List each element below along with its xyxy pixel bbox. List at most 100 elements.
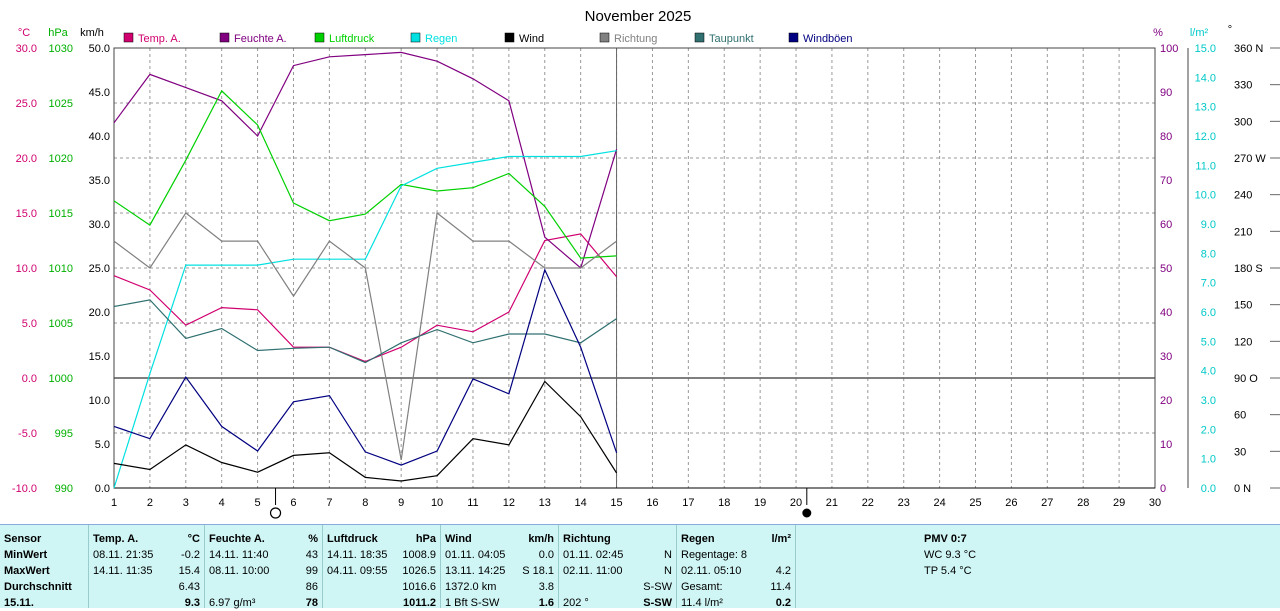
x-tick: 28: [1077, 497, 1089, 509]
rain-unit-label: l/m²: [1190, 27, 1209, 39]
x-tick: 5: [255, 497, 261, 509]
label-sensor: Sensor: [4, 533, 42, 545]
x-tick: 16: [646, 497, 658, 509]
temp-tick: 10.0: [16, 263, 37, 275]
pressure-tick: 1000: [49, 373, 73, 385]
direction-tick: 90 O: [1234, 373, 1258, 385]
series-line-feuchte-a: [113, 51, 618, 270]
rain-tick: 1.0: [1201, 454, 1216, 466]
x-tick: 8: [362, 497, 368, 509]
legend-label: Luftdruck: [329, 33, 375, 45]
series-line-richtung: [113, 211, 617, 461]
wind-min-time: 01.11. 04:05: [445, 549, 506, 561]
wind-tick: 45.0: [89, 87, 110, 99]
x-tick: 17: [682, 497, 694, 509]
legend-swatch: [694, 32, 705, 43]
temp-tick: 20.0: [16, 153, 37, 165]
humidity-min-time: 14.11. 11:40: [209, 549, 269, 561]
x-tick: 29: [1113, 497, 1125, 509]
legend-swatch: [788, 32, 799, 43]
pressure-tick: 1015: [49, 208, 73, 220]
humidity-tick: 50: [1160, 263, 1172, 275]
direction-avg: S-SW: [643, 581, 672, 593]
direction-tick: 240: [1234, 190, 1252, 202]
rain-max: 4.2: [775, 565, 791, 577]
humidity-tick: 30: [1160, 351, 1172, 363]
pmv-column: PMV 0:7 WC 9.3 °C TP 5.4 °C: [796, 525, 1280, 608]
rain-today: 0.2: [775, 597, 791, 609]
humidity-tick: 90: [1160, 87, 1172, 99]
summary-table: Sensor MinWert MaxWert Durchschnitt 15.1…: [0, 524, 1280, 609]
x-tick: 6: [290, 497, 296, 509]
rain-tick: 12.0: [1195, 131, 1216, 143]
pressure-unit: hPa: [415, 533, 436, 545]
x-tick: 25: [969, 497, 981, 509]
x-tick: 4: [219, 497, 225, 509]
x-tick: 1: [111, 497, 117, 509]
temp-tick: 15.0: [16, 208, 37, 220]
pressure-tick: 1005: [49, 318, 73, 330]
row-labels-column: Sensor MinWert MaxWert Durchschnitt 15.1…: [0, 525, 89, 609]
rain-tick: 5.0: [1201, 336, 1216, 348]
wind-tick: 10.0: [89, 395, 110, 407]
legend-swatch: [314, 32, 325, 43]
pressure-head: Luftdruck: [327, 533, 378, 545]
last-quarter-moon-icon: [802, 508, 812, 518]
rain-column: Regen l/m² Regentage: 8 02.11. 05:10 4.2 G…: [677, 525, 796, 609]
x-tick: 21: [826, 497, 838, 509]
rain-tick: 10.0: [1195, 190, 1216, 202]
wind-tick: 25.0: [89, 263, 110, 275]
humidity-tick: 70: [1160, 175, 1172, 187]
label-minwert: MinWert: [4, 549, 48, 561]
humidity-tick: 0: [1160, 483, 1166, 495]
x-tick: 7: [326, 497, 332, 509]
temp-max: 15.4: [178, 565, 200, 577]
rain-tick: 3.0: [1201, 395, 1216, 407]
humidity-tick: 20: [1160, 395, 1172, 407]
temp-max-time: 14.11. 11:35: [93, 565, 153, 577]
pmv-wc: WC 9.3 °C: [924, 549, 977, 561]
series-line-windböen: [113, 268, 618, 466]
pressure-today: 1011.2: [402, 597, 436, 609]
rain-total: 11.4: [770, 581, 791, 593]
pressure-tick: 990: [55, 483, 73, 495]
temp-tick: 30.0: [16, 43, 37, 55]
humidity-today: 78: [305, 597, 318, 609]
wind-tick: 50.0: [89, 43, 110, 55]
temp-min: -0.2: [181, 549, 200, 561]
direction-today: S-SW: [643, 597, 672, 609]
x-tick: 18: [718, 497, 730, 509]
wind-avg: 3.8: [538, 581, 554, 593]
pressure-tick: 1010: [49, 263, 73, 275]
rain-tick: 8.0: [1201, 248, 1216, 260]
temp-tick: -10.0: [12, 483, 37, 495]
axes: °C hPa km/h% l/m² °30.025.020.015.010.05.00.…: [12, 24, 1280, 509]
direction-tick: 60: [1234, 410, 1246, 422]
legend: Temp. A. Feuchte A. Luftdruck Regen Wind Rich…: [123, 32, 853, 45]
rain-days: Regentage: 8: [681, 549, 748, 561]
direction-tick: 300: [1234, 116, 1252, 128]
legend-label: Feuchte A.: [234, 33, 287, 45]
rain-tick: 6.0: [1201, 307, 1216, 319]
x-tick: 23: [898, 497, 910, 509]
humidity-tick: 100: [1160, 43, 1178, 55]
legend-swatch: [123, 32, 134, 43]
pressure-avg: 1016.6: [402, 581, 436, 593]
temp-tick: 25.0: [16, 98, 37, 110]
rain-tick: 9.0: [1201, 219, 1216, 231]
temp-unit: °C: [187, 533, 200, 545]
humidity-tick: 80: [1160, 131, 1172, 143]
direction-tick: 120: [1234, 336, 1252, 348]
direction-degrees: 202 °: [563, 597, 589, 609]
x-tick: 22: [862, 497, 874, 509]
rain-tick: 2.0: [1201, 424, 1216, 436]
direction-tick: 0 N: [1234, 483, 1251, 495]
x-tick: 9: [398, 497, 404, 509]
direction-tick: 270 W: [1234, 153, 1266, 165]
x-tick: 15: [610, 497, 622, 509]
wind-unit-label: km/h: [80, 27, 104, 39]
rain-tick: 7.0: [1201, 278, 1216, 290]
x-tick: 13: [539, 497, 551, 509]
wind-min: 0.0: [538, 549, 554, 561]
direction-tick: 330: [1234, 80, 1252, 92]
